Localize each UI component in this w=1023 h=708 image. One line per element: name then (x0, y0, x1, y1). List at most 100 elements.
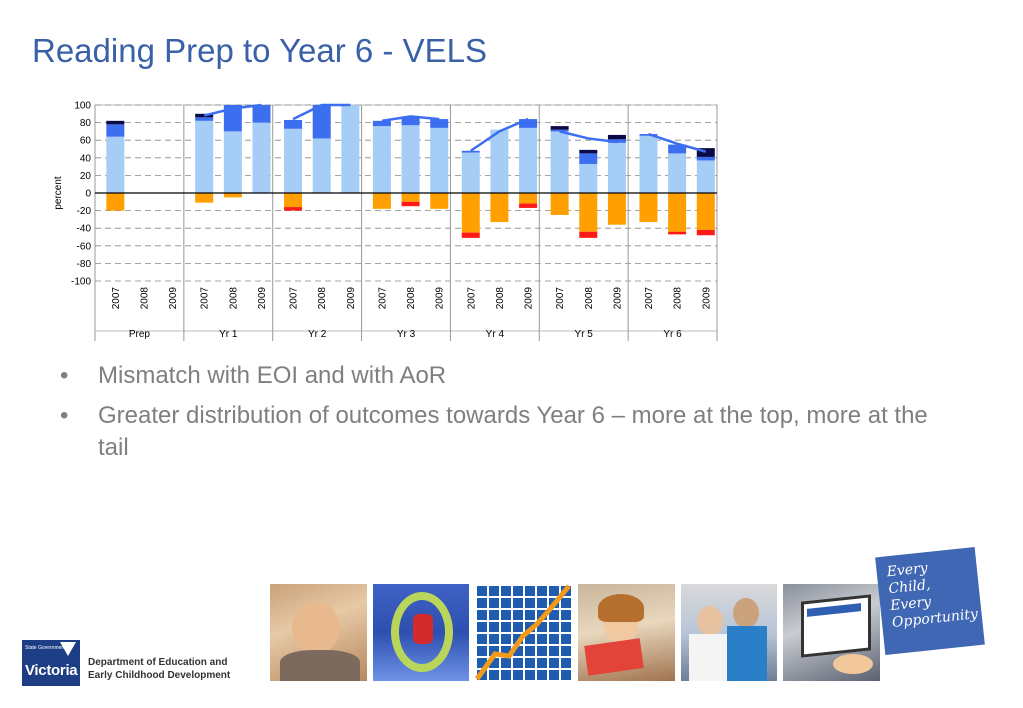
bar-segment (284, 128, 303, 193)
x-tick-label: 2007 (466, 287, 477, 310)
bar-segment (607, 134, 626, 140)
bar-segment (372, 120, 391, 127)
bar-segment (668, 144, 687, 154)
y-tick-label: 40 (80, 153, 92, 164)
trend-line (203, 103, 262, 117)
website-screen-photo (783, 584, 881, 681)
bar-segment (461, 152, 480, 193)
victoria-label: Victoria (25, 662, 78, 679)
bar-segment (341, 105, 360, 193)
bar-segment (579, 193, 598, 232)
group-label: Yr 3 (397, 329, 416, 340)
trend-line (470, 117, 529, 152)
x-tick-label: 2009 (257, 287, 268, 310)
every-child-card: Every Child, Every Opportunity (875, 547, 985, 655)
bar-segment (550, 131, 569, 193)
bar-segment (668, 153, 687, 193)
x-tick-label: 2008 (406, 287, 417, 310)
bullet-list: Mismatch with EOI and with AoR Greater d… (58, 360, 938, 472)
bullet-item: Greater distribution of outcomes towards… (58, 400, 938, 464)
bullet-item: Mismatch with EOI and with AoR (58, 360, 938, 392)
bar-segment (195, 193, 214, 203)
y-tick-label: -100 (71, 277, 91, 288)
bar-segment (639, 135, 658, 193)
trend-line (559, 130, 618, 144)
state-government-label: State Government (25, 645, 66, 651)
bar-segment (312, 138, 331, 193)
y-tick-label: -40 (77, 224, 92, 235)
bar-segment (223, 193, 242, 198)
bar-segment (430, 119, 449, 128)
baby-photo (270, 584, 367, 681)
x-tick-label: 2008 (584, 287, 595, 310)
victoria-v-icon (60, 642, 76, 656)
x-tick-label: 2007 (200, 287, 211, 310)
bar-segment (106, 124, 125, 137)
bar-segment (461, 232, 480, 238)
bar-segment (550, 126, 569, 130)
x-tick-label: 2008 (228, 287, 239, 310)
x-tick-label: 2008 (495, 287, 506, 310)
bar-segment (639, 193, 658, 223)
group-label: Yr 2 (308, 329, 327, 340)
science-lab-photo (680, 584, 778, 681)
bar-segment (490, 129, 509, 193)
y-tick-label: 100 (74, 101, 91, 112)
trend-line (292, 103, 351, 121)
stacked-bar-chart: 100 80 60 40 20 0 -20 -40 -60 -80 -100 percent 2007 2… (53, 101, 718, 341)
group-label: Yr 4 (486, 329, 505, 340)
bar-segment (579, 153, 598, 164)
bar-segment (312, 105, 331, 139)
bar-segment (519, 203, 538, 208)
x-tick-label: 2008 (317, 287, 328, 310)
group-label: Prep (129, 329, 151, 340)
photo-strip (270, 584, 881, 681)
y-tick-label: -60 (77, 241, 92, 252)
bar-segment (372, 193, 391, 209)
bar-segment (284, 193, 303, 208)
bar-segment (579, 163, 598, 193)
y-tick-label: 20 (80, 171, 92, 182)
bar-segment (519, 127, 538, 193)
bar-segment (696, 156, 715, 161)
bar-segment (490, 193, 509, 223)
bar-segment (195, 120, 214, 193)
group-label: Yr 6 (663, 329, 682, 340)
department-line-2: Early Childhood Development (88, 670, 231, 681)
y-tick-label: 0 (85, 189, 91, 200)
department-line-1: Department of Education and (88, 657, 228, 668)
playground-photo (372, 584, 470, 681)
bar-segment (696, 160, 715, 193)
bar-segment (195, 113, 214, 118)
bar-segment (106, 193, 125, 211)
y-tick-label: -80 (77, 259, 92, 270)
group-label: Yr 5 (575, 329, 594, 340)
x-tick-label: 2008 (673, 287, 684, 310)
bar-segment (372, 126, 391, 193)
bar-segment (668, 231, 687, 235)
growth-chart-photo (475, 584, 573, 681)
bar-segment (252, 122, 271, 193)
bar-segment (401, 116, 420, 126)
bar-segment (550, 129, 569, 132)
bar-segment (550, 193, 569, 215)
bar-segment (430, 127, 449, 193)
x-tick-label: 2009 (701, 287, 712, 310)
x-tick-label: 2009 (168, 287, 179, 310)
y-axis-label: percent (53, 176, 64, 210)
reading-girl-photo (578, 584, 675, 681)
trend-line (381, 115, 440, 123)
x-tick-label: 2009 (524, 287, 535, 310)
y-tick-label: 60 (80, 136, 92, 147)
bar-segment (223, 105, 242, 132)
bar-segment (519, 119, 538, 128)
bar-segment (579, 231, 598, 238)
bar-segment (607, 193, 626, 225)
bar-segment (106, 120, 125, 125)
x-tick-label: 2007 (555, 287, 566, 310)
bar-segment (696, 193, 715, 230)
bar-segment (401, 125, 420, 193)
x-tick-label: 2009 (612, 287, 623, 310)
bar-segment (401, 193, 420, 202)
y-tick-label: -20 (77, 206, 92, 217)
